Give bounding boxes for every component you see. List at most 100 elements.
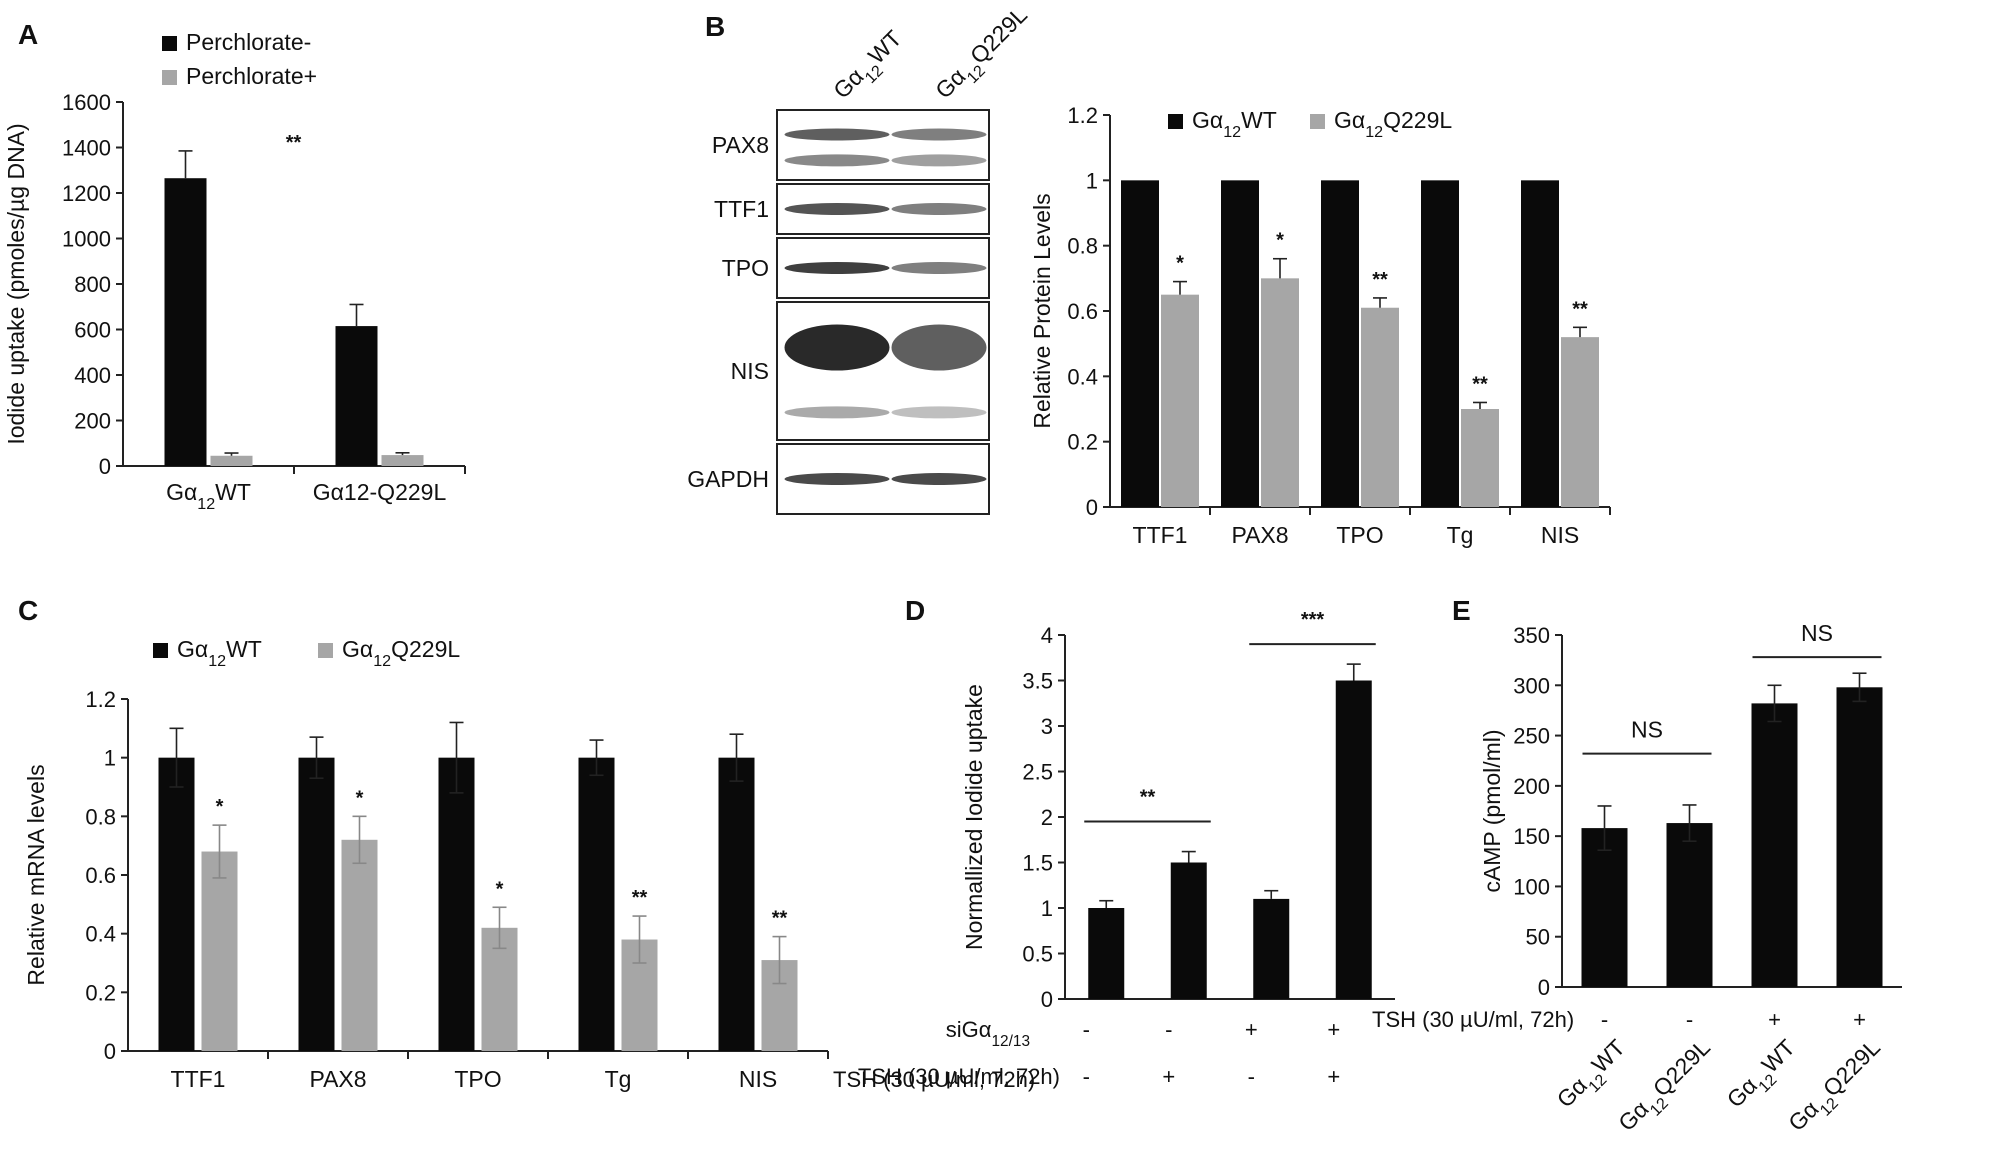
y-axis-title: Normallized Iodide uptake	[961, 684, 987, 950]
blot-frame	[776, 109, 990, 181]
x-tick-label: TTF1	[171, 1066, 226, 1092]
y-tick-label: 800	[74, 272, 111, 297]
blot-band	[891, 203, 987, 215]
bar	[381, 455, 424, 466]
y-tick-label: 0	[1041, 987, 1053, 1012]
bar	[1321, 180, 1359, 508]
x-tick-label: PAX8	[309, 1066, 366, 1092]
x-tick-label: Gα12-Q229L	[313, 479, 447, 505]
significance-label: *	[356, 787, 364, 809]
condition-label: TSH (30 µU/ml, 72h)	[833, 1067, 1035, 1092]
significance-label: **	[1372, 269, 1388, 291]
significance-label: **	[1140, 787, 1156, 809]
x-tick-label: NIS	[739, 1066, 777, 1092]
legend-entry: Perchlorate+	[186, 63, 317, 89]
x-tick-label: TTF1	[1133, 522, 1188, 548]
x-tick-label: Gα12Q229L	[1783, 1034, 1891, 1142]
x-tick-label: PAX8	[1231, 522, 1288, 548]
significance-label: **	[772, 908, 788, 930]
blot-band	[784, 262, 890, 274]
significance-label: *	[1276, 230, 1284, 252]
y-tick-label: 0.8	[1067, 234, 1098, 259]
lane-label: Gα12Q229L	[930, 1, 1038, 109]
panel-letter: C	[18, 595, 38, 626]
panel-c: C 0 0.2 0.4 0.6 0.8 1 1.2 Relative mRNA levels * T…	[18, 595, 1035, 1092]
legend-entry: Gα12WT	[177, 636, 262, 670]
bar	[1261, 278, 1299, 507]
legend-entry: Gα12Q229L	[342, 636, 460, 670]
y-tick-label: 1.2	[85, 687, 116, 712]
y-tick-label: 0.2	[1067, 430, 1098, 455]
y-tick-label: 600	[74, 318, 111, 343]
panel-a: A 0 200 400 600 800 1000 1200 1400 1600 Iodide upt…	[3, 19, 466, 513]
panel-letter: B	[705, 11, 725, 42]
bar	[1161, 294, 1199, 507]
x-tick-label: TPO	[1336, 522, 1383, 548]
y-tick-label: 300	[1513, 673, 1550, 698]
blot-band	[784, 203, 890, 215]
y-tick-label: 150	[1513, 824, 1550, 849]
blot-band	[891, 406, 987, 419]
blot-band	[891, 128, 987, 141]
bar	[1461, 409, 1499, 507]
legend-entry: Gα12Q229L	[1334, 107, 1452, 141]
significance-label: NS	[1801, 620, 1833, 646]
y-tick-label: 0.6	[85, 863, 116, 888]
significance-label: *	[1176, 253, 1184, 275]
significance-label: *	[216, 796, 224, 818]
blot-row-label: PAX8	[712, 132, 769, 158]
blot-band	[784, 324, 890, 371]
bar	[341, 839, 378, 1051]
y-tick-label: 400	[74, 363, 111, 388]
blot-band	[784, 154, 890, 167]
blot-band	[891, 473, 987, 485]
bar	[1335, 680, 1372, 999]
y-tick-label: 0.8	[85, 804, 116, 829]
blot-row-label: NIS	[731, 358, 769, 384]
condition-value: +	[1162, 1064, 1175, 1089]
bar	[1361, 307, 1399, 507]
y-tick-label: 250	[1513, 724, 1550, 749]
bar	[1088, 908, 1125, 999]
bar	[210, 455, 253, 466]
x-tick-label: Gα12WT	[1722, 1034, 1806, 1118]
bar	[1561, 337, 1599, 507]
y-tick-label: 0.2	[85, 980, 116, 1005]
panel-letter: D	[905, 595, 925, 626]
blot-frame	[776, 301, 990, 441]
bar	[1666, 823, 1713, 987]
x-tick-label: Gα12Q229L	[1613, 1034, 1721, 1142]
bar	[1581, 828, 1628, 987]
y-tick-label: 200	[74, 409, 111, 434]
significance-label: NS	[1631, 717, 1663, 743]
legend-swatch	[318, 643, 333, 658]
bar	[718, 757, 755, 1051]
significance-label: **	[632, 887, 648, 909]
y-tick-label: 3	[1041, 714, 1053, 739]
y-tick-label: 1600	[62, 90, 111, 115]
y-tick-label: 1	[104, 746, 116, 771]
significance-label: **	[286, 132, 302, 154]
y-tick-label: 1	[1086, 168, 1098, 193]
y-tick-label: 0.4	[1067, 364, 1098, 389]
y-tick-label: 0	[104, 1039, 116, 1064]
x-tick-label: Gα12WT	[166, 479, 251, 513]
bar	[335, 326, 378, 466]
lane-label: Gα12WT	[828, 25, 912, 109]
bar	[1521, 180, 1559, 508]
legend-swatch	[162, 36, 177, 51]
legend-entry: Perchlorate-	[186, 29, 311, 55]
y-tick-label: 200	[1513, 774, 1550, 799]
blot-band	[784, 473, 890, 485]
blot-row-label: TTF1	[714, 196, 769, 222]
bar	[1751, 703, 1798, 987]
x-tick-label: Tg	[605, 1066, 632, 1092]
y-tick-label: 350	[1513, 623, 1550, 648]
bar	[1221, 180, 1259, 508]
y-axis-title: Relative mRNA levels	[23, 764, 49, 985]
bar	[164, 178, 207, 466]
y-tick-label: 1000	[62, 227, 111, 252]
y-tick-label: 0.5	[1022, 942, 1053, 967]
